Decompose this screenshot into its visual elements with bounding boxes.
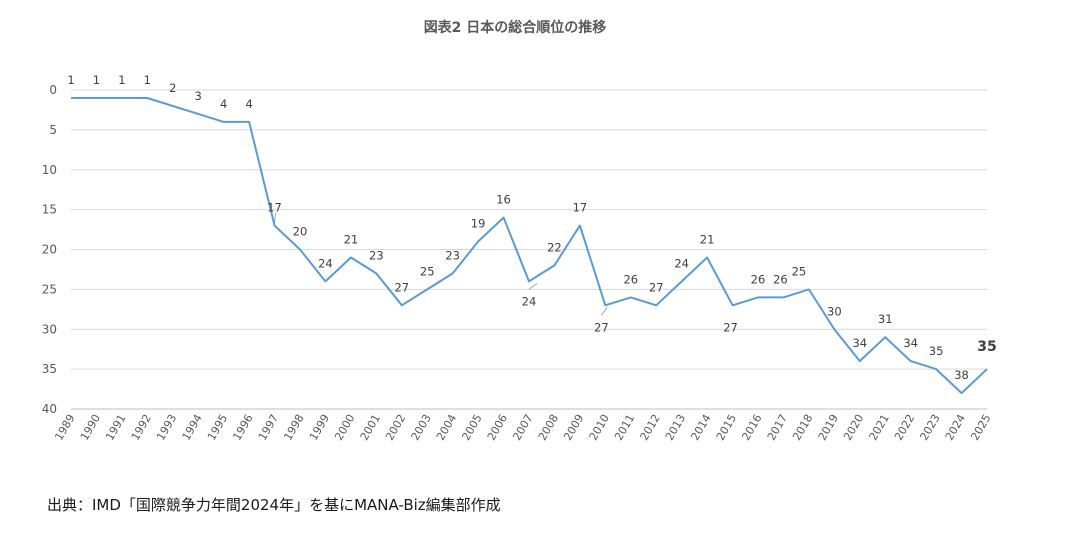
- data-label: 2: [169, 81, 176, 95]
- y-tick-label: 20: [42, 243, 57, 257]
- x-tick-label: 2016: [739, 412, 764, 443]
- x-tick-label: 1997: [256, 412, 281, 443]
- data-label: 22: [547, 240, 562, 254]
- data-label: 21: [344, 232, 359, 246]
- data-label: 16: [496, 193, 511, 207]
- x-tick-label: 2023: [917, 412, 942, 443]
- data-label: 1: [93, 73, 100, 87]
- data-label: 24: [522, 294, 537, 308]
- data-label: 17: [267, 201, 282, 215]
- data-label: 24: [674, 256, 689, 270]
- x-tick-label: 2018: [790, 412, 815, 443]
- x-tick-label: 1994: [180, 412, 205, 443]
- x-tick-label: 2024: [943, 412, 968, 443]
- series-line: [71, 97, 988, 395]
- x-tick-label: 2015: [714, 412, 739, 443]
- x-tick-label: 2003: [409, 412, 434, 443]
- x-tick-label: 2021: [867, 412, 892, 443]
- x-tick-label: 2025: [968, 412, 993, 443]
- x-tick-label: 2007: [510, 412, 535, 443]
- x-tick-label: 1993: [154, 412, 179, 443]
- source-note: 出典：IMD「国際競争力年間2024年」を基にMANA-Biz編集部作成: [47, 496, 501, 514]
- x-tick-label: 2022: [892, 412, 917, 443]
- data-label: 30: [827, 304, 842, 318]
- x-tick-label: 1991: [103, 412, 128, 443]
- y-axis-ticks: 0 5 10 15 20 25 30 35 40: [42, 83, 57, 416]
- x-tick-label: 2020: [841, 412, 866, 443]
- data-label: 23: [369, 248, 384, 262]
- x-tick-label: 1989: [52, 412, 77, 443]
- data-label: 24: [318, 256, 333, 270]
- data-label: 31: [878, 312, 893, 326]
- y-tick-label: 10: [42, 163, 57, 177]
- data-label: 27: [394, 280, 409, 294]
- data-label: 25: [420, 264, 435, 278]
- data-label: 1: [144, 73, 151, 87]
- x-tick-label: 2019: [816, 412, 841, 443]
- chart-title: 図表2 日本の総合順位の推移: [424, 19, 607, 36]
- x-tick-label: 2001: [358, 412, 383, 443]
- y-tick-label: 25: [42, 282, 57, 296]
- data-label: 26: [773, 272, 788, 286]
- data-label: 35: [929, 344, 944, 358]
- leader-line: [274, 212, 277, 223]
- leader-line: [528, 282, 538, 290]
- data-label: 4: [245, 97, 252, 111]
- data-label: 35: [977, 339, 996, 355]
- data-label: 20: [293, 225, 308, 239]
- y-tick-label: 40: [42, 402, 57, 416]
- x-tick-label: 2011: [612, 412, 637, 443]
- y-tick-label: 5: [49, 123, 57, 137]
- data-label: 3: [195, 89, 202, 103]
- x-tick-label: 2017: [765, 412, 790, 443]
- data-label: 25: [792, 264, 807, 278]
- x-tick-label: 1992: [129, 412, 154, 443]
- x-tick-label: 2006: [485, 412, 510, 443]
- x-tick-label: 2009: [561, 412, 586, 443]
- x-tick-label: 1998: [281, 412, 306, 443]
- x-tick-label: 2010: [587, 412, 612, 443]
- data-label: 27: [649, 280, 664, 294]
- x-tick-label: 2000: [332, 412, 357, 443]
- y-tick-label: 0: [49, 83, 57, 97]
- gridlines: [71, 89, 987, 410]
- x-tick-label: 2013: [663, 412, 688, 443]
- data-label: 27: [723, 320, 738, 334]
- data-label: 17: [573, 201, 588, 215]
- data-label: 21: [700, 232, 715, 246]
- y-tick-label: 15: [42, 203, 57, 217]
- y-tick-label: 30: [42, 322, 57, 336]
- x-tick-label: 1990: [78, 412, 103, 443]
- x-tick-label: 1999: [307, 412, 332, 443]
- leader-line: [600, 307, 608, 316]
- x-tick-label: 2004: [434, 412, 459, 443]
- data-label: 34: [903, 336, 918, 350]
- data-label: 23: [445, 248, 460, 262]
- series-line-group: [71, 97, 988, 395]
- data-label: 1: [67, 73, 74, 87]
- x-tick-label: 1995: [205, 412, 230, 443]
- x-axis-ticks: 1989 1990 1991 1992 1993 1994 1995 1996 1997 1998…: [52, 412, 993, 443]
- data-label: 4: [220, 97, 227, 111]
- x-tick-label: 2014: [688, 412, 713, 443]
- x-tick-label: 2008: [536, 412, 561, 443]
- data-label: 26: [751, 272, 766, 286]
- data-label: 27: [594, 320, 609, 334]
- label-leader-lines: [274, 212, 608, 316]
- x-tick-label: 2012: [638, 412, 663, 443]
- data-label: 1: [118, 73, 125, 87]
- data-label: 38: [954, 368, 969, 382]
- x-tick-label: 2005: [459, 412, 484, 443]
- data-label: 26: [623, 272, 638, 286]
- y-tick-label: 35: [42, 362, 57, 376]
- data-label: 34: [852, 336, 867, 350]
- x-tick-label: 1996: [230, 412, 255, 443]
- x-tick-label: 2002: [383, 412, 408, 443]
- data-label: 19: [471, 217, 486, 231]
